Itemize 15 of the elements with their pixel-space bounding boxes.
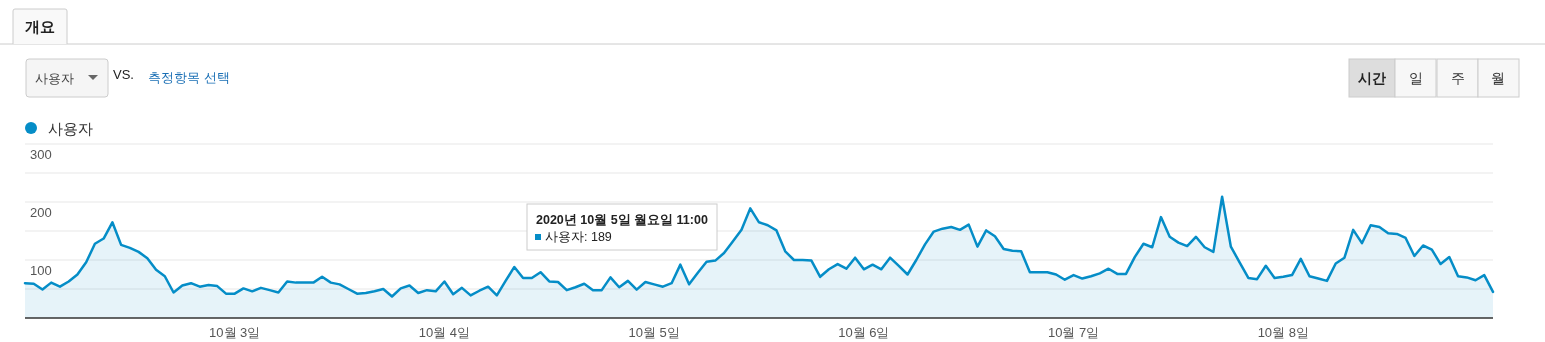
- header: 개요 사용자 VS. 측정항목 선택 시간 일 주 월: [0, 8, 1545, 98]
- y-tick-label: 300: [30, 147, 52, 162]
- x-tick-label: 10월 6일: [838, 325, 890, 340]
- x-tick-label: 10월 7일: [1047, 325, 1100, 340]
- x-tick-label: 10월 8일: [1257, 325, 1309, 340]
- y-tick-label: 200: [30, 205, 52, 220]
- annotation: 사용자: 189: [545, 230, 612, 244]
- x-tick-label: 10월 3일: [209, 325, 261, 340]
- legend: 사용자: [25, 120, 93, 137]
- y-tick-label: 100: [30, 263, 52, 278]
- x-tick-label: 10월 5일: [628, 325, 680, 340]
- legend-label: 사용자: [48, 120, 93, 137]
- x-tick-label: 10월 4일: [418, 325, 471, 340]
- tooltip: 2020년 10월 5일 월요일 11:00 사용자: 189: [526, 203, 718, 251]
- annotation: 2020년 10월 5일 월요일 11:00: [536, 213, 708, 227]
